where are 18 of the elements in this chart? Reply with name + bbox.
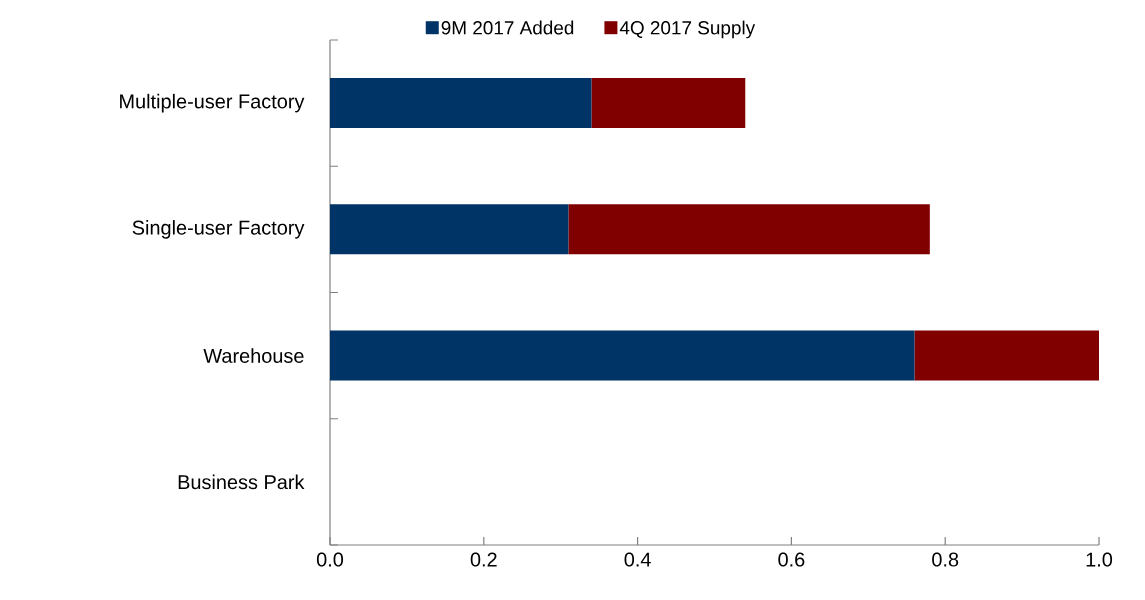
bar: [914, 330, 1100, 381]
bar: [591, 78, 746, 129]
bar: [330, 330, 915, 381]
x-tick-label: 0.2: [470, 552, 497, 567]
y-tick-label: Warehouse: [203, 348, 304, 363]
legend-label: 9M 2017 Added: [441, 20, 574, 35]
x-tick-label: 0.8: [932, 552, 959, 567]
x-tick-label: 0.4: [624, 552, 651, 567]
y-tick-label: Multiple-user Factory: [120, 93, 305, 113]
x-tick-label: 0.6: [778, 552, 805, 567]
y-tick-label: Single-user Factory: [132, 220, 305, 239]
bar: [330, 78, 592, 129]
bar: [568, 204, 930, 255]
legend-label: 4Q 2017 Supply: [619, 20, 756, 39]
bar: [330, 204, 569, 255]
y-tick-label: Business Park: [178, 474, 305, 490]
x-tick-label: 0.0: [316, 552, 344, 567]
x-tick-label: 1.0: [1086, 552, 1113, 567]
